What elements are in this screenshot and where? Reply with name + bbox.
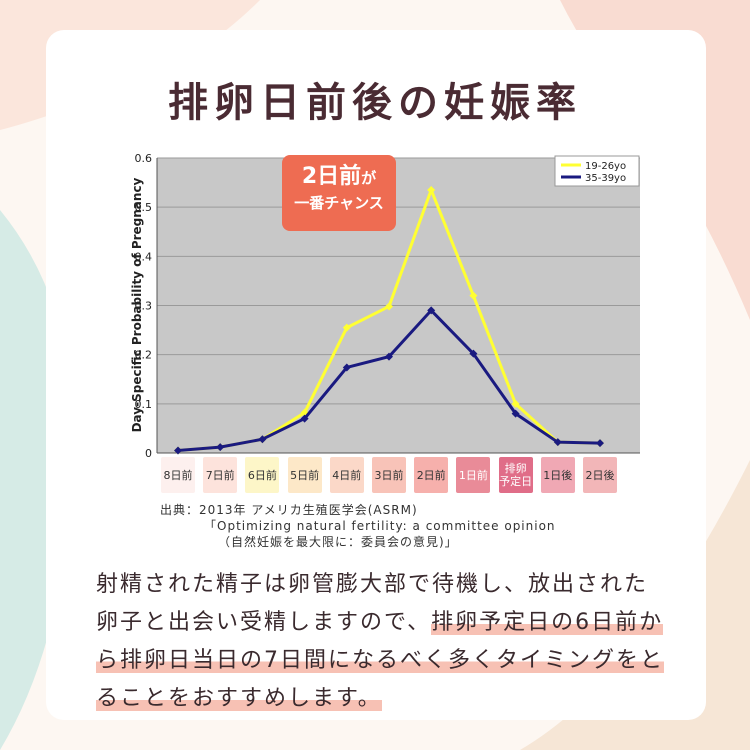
x-tick-label: 2日前 bbox=[414, 457, 449, 493]
data-point bbox=[342, 323, 351, 332]
x-tick-label: 1日前 bbox=[456, 457, 491, 493]
y-tick-label: 0.1 bbox=[135, 398, 153, 411]
body-part-1: 射精された精子は卵管膨大部で待機し、放出された卵子と出会い受精しますので、 bbox=[96, 572, 649, 635]
data-point bbox=[511, 399, 520, 408]
source-line-2: 「Optimizing natural fertility: a committ… bbox=[204, 519, 556, 533]
data-point bbox=[469, 349, 478, 358]
y-axis-label: Day-Specific Probability of Pregnancy bbox=[130, 177, 144, 433]
x-tick-label: 2日後 bbox=[583, 457, 617, 493]
y-tick-label: 0.2 bbox=[135, 349, 153, 362]
callout-badge: 2日前が 一番チャンス bbox=[282, 155, 396, 231]
data-point bbox=[342, 363, 351, 372]
data-point bbox=[553, 438, 562, 447]
legend-label: 35-39yo bbox=[585, 173, 626, 184]
y-tick-label: 0.4 bbox=[135, 250, 153, 263]
page-title: 排卵日前後の妊娠率 bbox=[168, 80, 582, 126]
data-point bbox=[511, 409, 520, 418]
callout-suffix: が bbox=[361, 169, 377, 187]
data-point bbox=[427, 306, 436, 315]
x-tick-label: 5日前 bbox=[287, 457, 322, 493]
y-tick-label: 0.5 bbox=[135, 201, 153, 214]
x-tick-label: 排卵 予定日 bbox=[498, 457, 533, 493]
data-point bbox=[469, 291, 478, 300]
y-tick-label: 0 bbox=[145, 447, 152, 460]
x-tick-label: 6日前 bbox=[245, 457, 280, 493]
source-citation: 出典：2013年 アメリカ生殖医学会(ASRM) 「Optimizing nat… bbox=[160, 502, 630, 550]
x-tick-label: 3日前 bbox=[372, 457, 406, 493]
y-tick-label: 0.6 bbox=[135, 152, 153, 165]
callout-line1: 2日前が bbox=[282, 163, 396, 192]
data-point bbox=[300, 414, 309, 423]
data-point bbox=[596, 439, 604, 448]
body-paragraph: 射精された精子は卵管膨大部で待機し、放出された卵子と出会い受精しますので、排卵予… bbox=[96, 566, 666, 718]
source-line-3: （自然妊娠を最大限に：委員会の意見)」 bbox=[218, 535, 458, 549]
data-point bbox=[385, 302, 393, 311]
source-line-1: 出典：2013年 アメリカ生殖医学会(ASRM) bbox=[160, 503, 418, 517]
data-point bbox=[216, 443, 225, 452]
x-tick-label: 8日前 bbox=[161, 457, 195, 493]
data-point bbox=[174, 446, 182, 455]
x-tick-label: 1日後 bbox=[540, 457, 575, 493]
callout-line2: 一番チャンス bbox=[294, 194, 384, 212]
x-axis-categories: 8日前 7日前 6日前 5日前 4日前 3日前 2日前 1日前 排卵 予定日 1日後 2日後 bbox=[156, 457, 628, 495]
y-tick-label: 0.3 bbox=[135, 300, 153, 313]
data-point bbox=[258, 435, 267, 444]
legend-label: 19-26yo bbox=[585, 161, 626, 172]
callout-main: 2日前 bbox=[301, 164, 362, 189]
x-tick-label: 4日前 bbox=[329, 457, 364, 493]
legend bbox=[554, 155, 640, 187]
data-point bbox=[427, 185, 436, 194]
data-point bbox=[385, 352, 393, 361]
x-tick-label: 7日前 bbox=[203, 457, 238, 493]
